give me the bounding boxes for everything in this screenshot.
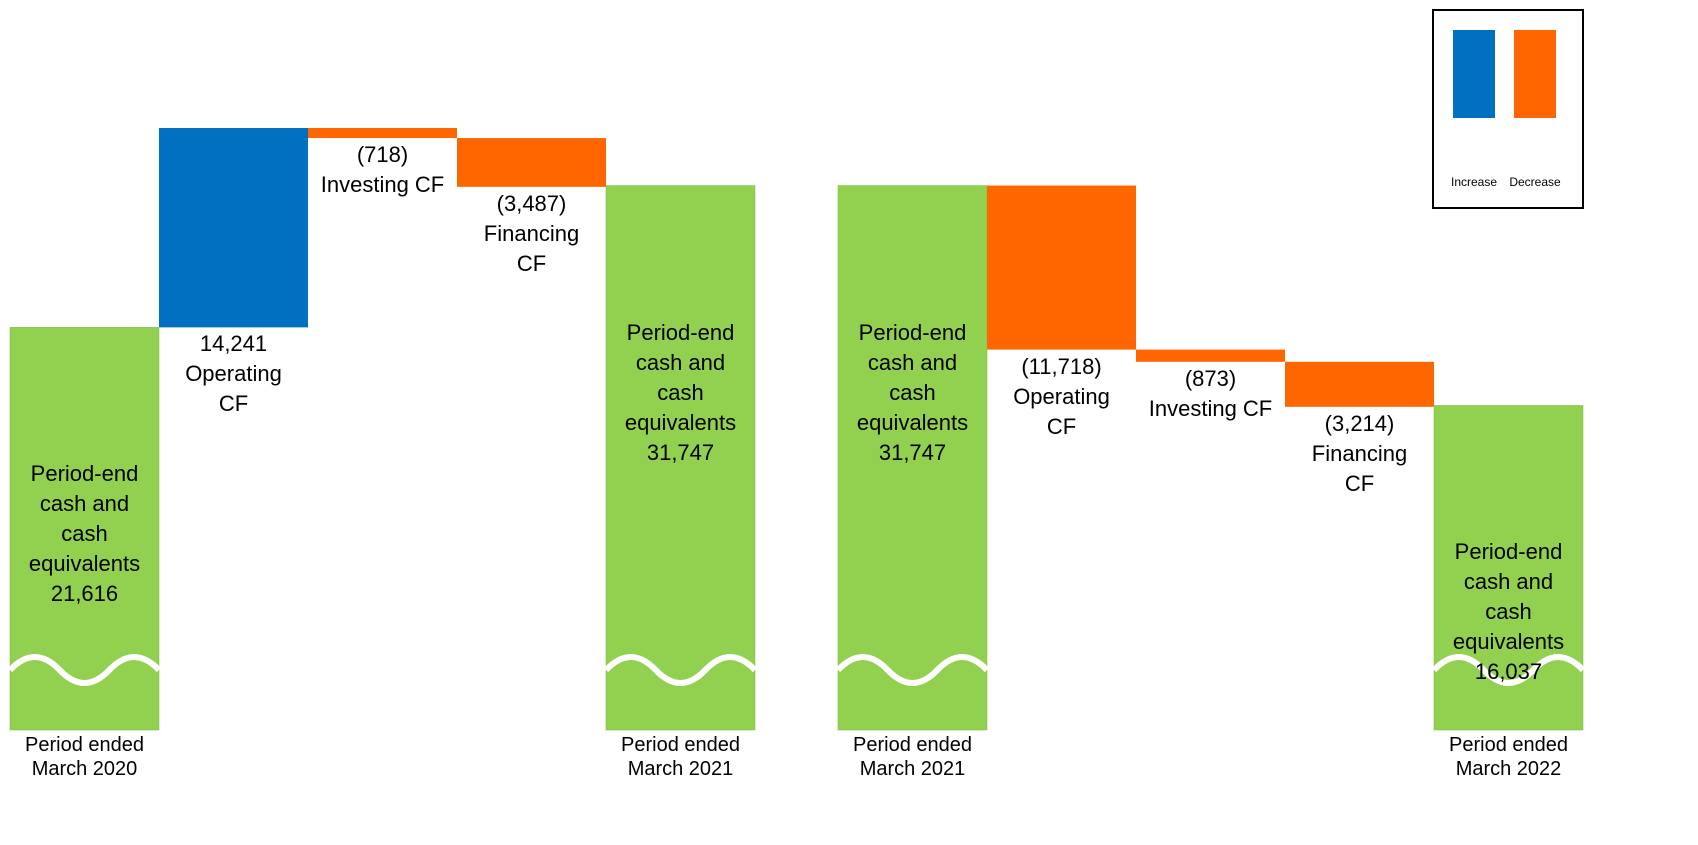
decrease-bar: [987, 185, 1136, 350]
bar-label-line: Operating CF: [1013, 383, 1110, 439]
legend-label-line: Decrease: [1509, 175, 1561, 189]
total-bar: [837, 185, 988, 731]
legend-swatch: [1514, 30, 1556, 118]
axis-break: [603, 654, 758, 686]
bar-label: 14,241 Operating CF: [171, 329, 296, 419]
period-label: Period ended March 2021: [838, 733, 987, 781]
axis-break: [1431, 654, 1586, 686]
bar-label: Period-end cash and cash equivalents 16,0…: [1446, 537, 1571, 687]
bar-label-line: Investing CF: [1148, 395, 1273, 421]
period-label-line: Period ended March 2020: [25, 734, 144, 780]
period-label-line: Period ended March 2022: [1449, 734, 1568, 780]
period-label-line: Period ended March 2021: [621, 734, 740, 780]
bar-label-line: 31,747: [878, 439, 947, 465]
bar-label-line: 31,747: [646, 439, 715, 465]
bar-label: (3,487) Financing CF: [469, 189, 594, 279]
bar-label-line: (873): [1184, 365, 1237, 391]
bar-label-line: Financing CF: [483, 220, 580, 276]
bar-label: (11,718) Operating CF: [999, 352, 1124, 442]
legend-label: Increase: [1443, 175, 1505, 189]
axis-break: [7, 654, 162, 686]
bar-label: (3,214) Financing CF: [1297, 409, 1422, 499]
legend-swatch: [1453, 30, 1495, 118]
period-label-line: Period ended March 2021: [853, 734, 972, 780]
decrease-bar: [457, 138, 606, 187]
bar-label-line: 14,241: [199, 331, 268, 357]
total-bar: [1433, 405, 1584, 731]
total-bar: [9, 327, 160, 731]
bar-label: (873) Investing CF: [1148, 364, 1273, 424]
bar-label-line: Operating CF: [185, 361, 282, 417]
bar-label-line: Period-end cash and cash equivalents: [856, 319, 969, 435]
decrease-bar: [1285, 361, 1434, 407]
decrease-bar: [1136, 349, 1285, 362]
bar-label-line: Financing CF: [1311, 440, 1408, 496]
bar-label-line: (718): [356, 142, 409, 168]
bar-label-line: 21,616: [50, 581, 119, 607]
bar-label-line: Investing CF: [320, 172, 445, 198]
bar-label-line: 16,037: [1474, 659, 1543, 685]
decrease-bar: [308, 128, 457, 139]
total-bar: [605, 185, 756, 731]
legend-label-line: Increase: [1450, 175, 1498, 189]
bar-label-line: Period-end cash and cash equivalents: [1452, 539, 1565, 655]
legend-label: Decrease: [1504, 175, 1566, 189]
period-label: Period ended March 2020: [10, 733, 159, 781]
bar-label-line: Period-end cash and cash equivalents: [28, 461, 141, 577]
bar-label-line: (3,487): [496, 190, 567, 216]
bar-label: Period-end cash and cash equivalents 31,7…: [618, 318, 743, 468]
axis-break: [835, 654, 990, 686]
bar-label: Period-end cash and cash equivalents 21,6…: [22, 459, 147, 609]
bar-label: (718) Investing CF: [320, 140, 445, 200]
bar-label: Period-end cash and cash equivalents 31,7…: [850, 318, 975, 468]
bar-label-line: (11,718): [1021, 353, 1102, 379]
increase-bar: [159, 128, 308, 328]
period-label: Period ended March 2021: [606, 733, 755, 781]
bar-label-line: (3,214): [1324, 410, 1395, 436]
period-label: Period ended March 2022: [1434, 733, 1583, 781]
bar-label-line: Period-end cash and cash equivalents: [624, 319, 737, 435]
